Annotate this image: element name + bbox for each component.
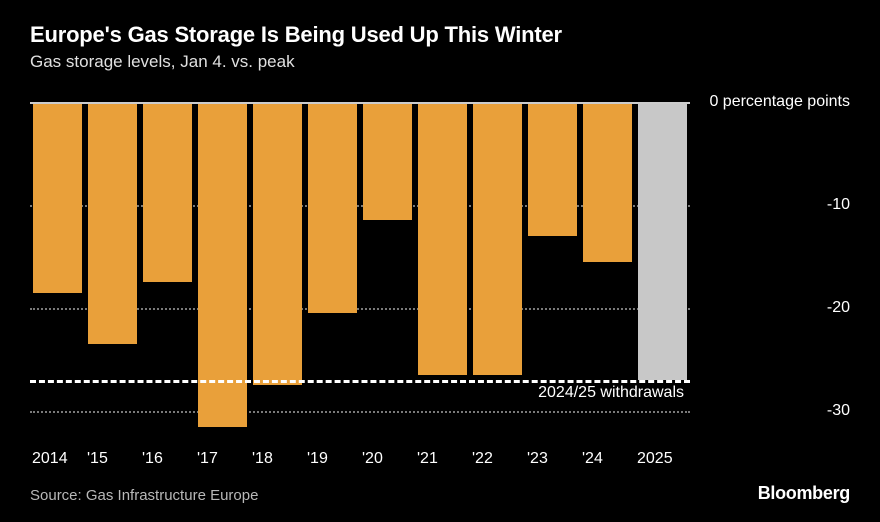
bar-slot (360, 102, 415, 442)
y-axis: 0 percentage points-10-20-30 (690, 102, 850, 442)
y-tick-label: 0 percentage points (709, 93, 850, 111)
bar-slot (195, 102, 250, 442)
bar (143, 102, 193, 282)
bar (363, 102, 413, 220)
y-tick-label: -20 (827, 299, 850, 317)
x-tick-label: '22 (470, 450, 525, 468)
reference-line (30, 380, 690, 383)
x-tick-label: '24 (580, 450, 635, 468)
bar-slot (250, 102, 305, 442)
chart-area: 2024/25 withdrawals2014'15'16'17'18'19'2… (30, 102, 850, 442)
chart-footer: Source: Gas Infrastructure Europe Bloomb… (30, 483, 850, 504)
x-axis: 2014'15'16'17'18'19'20'21'22'23'242025 (30, 450, 690, 468)
y-tick-label: -30 (827, 402, 850, 420)
bar (253, 102, 303, 385)
bar-slot (85, 102, 140, 442)
x-tick-label: '15 (85, 450, 140, 468)
x-tick-label: '18 (250, 450, 305, 468)
x-tick-label: '20 (360, 450, 415, 468)
chart-subtitle: Gas storage levels, Jan 4. vs. peak (30, 52, 850, 72)
bar-slot (30, 102, 85, 442)
reference-label: 2024/25 withdrawals (538, 384, 684, 402)
chart-title: Europe's Gas Storage Is Being Used Up Th… (30, 22, 850, 48)
bar-slot (140, 102, 195, 442)
brand-label: Bloomberg (758, 483, 850, 504)
bar (418, 102, 468, 375)
x-tick-label: 2014 (30, 450, 85, 468)
bar (33, 102, 83, 293)
bar (583, 102, 633, 262)
bar (88, 102, 138, 344)
bar (638, 102, 688, 380)
bar-slot (470, 102, 525, 442)
x-tick-label: '16 (140, 450, 195, 468)
zero-line (30, 102, 690, 104)
x-tick-label: '19 (305, 450, 360, 468)
x-tick-label: '17 (195, 450, 250, 468)
x-tick-label: 2025 (635, 450, 690, 468)
plot-area: 2024/25 withdrawals2014'15'16'17'18'19'2… (30, 102, 690, 442)
bar (473, 102, 523, 375)
bar (528, 102, 578, 236)
source-text: Source: Gas Infrastructure Europe (30, 487, 258, 504)
x-tick-label: '23 (525, 450, 580, 468)
bar-slot (305, 102, 360, 442)
bar (308, 102, 358, 313)
x-tick-label: '21 (415, 450, 470, 468)
y-tick-label: -10 (827, 196, 850, 214)
bar-slot (415, 102, 470, 442)
bar (198, 102, 248, 427)
